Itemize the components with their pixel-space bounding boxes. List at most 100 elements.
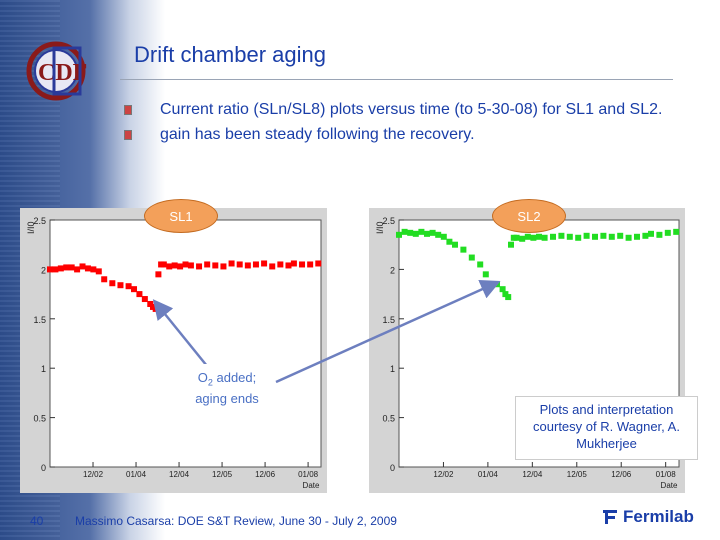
data-point — [182, 261, 189, 268]
data-point — [160, 261, 167, 268]
o2-annotation: O2 added; aging ends — [183, 364, 271, 414]
data-point — [57, 265, 64, 272]
data-point — [460, 246, 467, 253]
data-point — [519, 235, 526, 242]
data-point — [508, 241, 514, 248]
data-point — [307, 261, 314, 268]
data-point — [648, 230, 654, 237]
data-point — [315, 260, 322, 267]
arrow-to-sl1 — [152, 299, 208, 367]
x-axis-label: Date — [303, 481, 320, 490]
bullet-list: Current ratio (SLn/SL8) plots versus tim… — [124, 100, 684, 150]
footer-text: Massimo Casarsa: DOE S&T Review, June 30… — [75, 514, 397, 528]
data-point — [575, 234, 582, 241]
data-point — [299, 261, 306, 268]
annotation-line2: aging ends — [195, 390, 259, 406]
data-point — [673, 228, 680, 235]
data-point — [558, 232, 565, 239]
arrow-to-sl2 — [275, 280, 501, 384]
data-point — [187, 262, 194, 269]
data-point — [401, 228, 408, 235]
fermilab-icon — [603, 510, 617, 524]
data-point — [396, 231, 402, 238]
data-point — [608, 233, 615, 240]
data-point — [52, 266, 59, 273]
data-point — [468, 254, 475, 261]
x-tick-label: 01/04 — [478, 470, 499, 479]
data-point — [407, 229, 414, 236]
x-tick-label: 12/04 — [522, 470, 543, 479]
data-point — [228, 260, 235, 267]
data-point — [79, 263, 86, 270]
annotation-suffix: added; — [212, 370, 257, 385]
data-point — [505, 294, 512, 301]
data-point — [68, 264, 75, 271]
fermilab-label: Fermilab — [623, 507, 694, 526]
slide-title: Drift chamber aging — [134, 42, 326, 67]
annotation-sub: 2 — [207, 377, 213, 388]
x-tick-label: 12/05 — [567, 470, 588, 479]
x-axis-label: Date — [661, 481, 678, 490]
data-point — [204, 261, 211, 268]
data-point — [634, 233, 640, 240]
x-tick-label: 12/02 — [433, 470, 454, 479]
y-tick-label: 1.5 — [33, 315, 46, 325]
x-tick-label: 12/06 — [255, 470, 276, 479]
sl1-badge: SL1 — [144, 199, 218, 233]
data-point — [171, 262, 178, 269]
data-point — [541, 234, 548, 241]
data-point — [117, 282, 124, 289]
data-point — [290, 260, 297, 267]
data-point — [220, 263, 227, 270]
sl2-badge: SL2 — [492, 199, 566, 233]
bullet-icon — [124, 130, 132, 140]
y-tick-label: 0.5 — [33, 414, 46, 424]
data-point — [418, 228, 425, 235]
data-point — [477, 261, 484, 268]
data-point — [236, 261, 243, 268]
data-point — [566, 233, 573, 240]
data-point — [244, 262, 251, 269]
data-point — [664, 229, 671, 236]
x-tick-label: 12/05 — [212, 470, 233, 479]
data-point — [550, 233, 556, 240]
y-tick-label: 0 — [41, 463, 46, 473]
data-point — [452, 241, 458, 248]
data-point — [285, 262, 292, 269]
page-number: 40 — [30, 514, 44, 528]
data-point — [212, 262, 219, 269]
data-point — [136, 291, 143, 298]
x-tick-label: 01/08 — [298, 470, 319, 479]
data-point — [155, 271, 162, 278]
data-point — [583, 232, 590, 239]
y-axis-label: I/I0 — [26, 221, 36, 234]
courtesy-box: Plots and interpretation courtesy of R. … — [515, 396, 698, 460]
title-divider — [120, 79, 673, 80]
y-tick-label: 2.5 — [33, 216, 46, 226]
data-point — [600, 232, 607, 239]
bullet-icon — [124, 105, 132, 115]
y-tick-label: 1.5 — [382, 315, 395, 325]
data-point — [446, 238, 453, 245]
bullet-text: Current ratio (SLn/SL8) plots versus tim… — [160, 101, 663, 118]
data-point — [109, 280, 116, 287]
y-tick-label: 2 — [41, 265, 46, 275]
courtesy-line1: Plots and interpretation — [539, 402, 674, 417]
data-point — [90, 266, 97, 273]
annotation-o: O — [197, 370, 208, 385]
cdf-logo-icon: CDF — [26, 41, 87, 101]
x-tick-label: 01/08 — [656, 470, 677, 479]
x-tick-label: 12/04 — [169, 470, 190, 479]
y-axis-label: I/I0 — [375, 221, 385, 234]
data-point — [84, 265, 91, 272]
x-tick-label: 12/06 — [611, 470, 632, 479]
data-point — [424, 230, 430, 237]
data-point — [261, 260, 268, 267]
data-point — [482, 271, 489, 278]
data-point — [166, 263, 173, 270]
data-point — [536, 233, 542, 240]
data-point — [47, 266, 53, 273]
x-tick-label: 12/02 — [83, 470, 104, 479]
data-point — [95, 268, 102, 275]
data-point — [429, 229, 436, 236]
